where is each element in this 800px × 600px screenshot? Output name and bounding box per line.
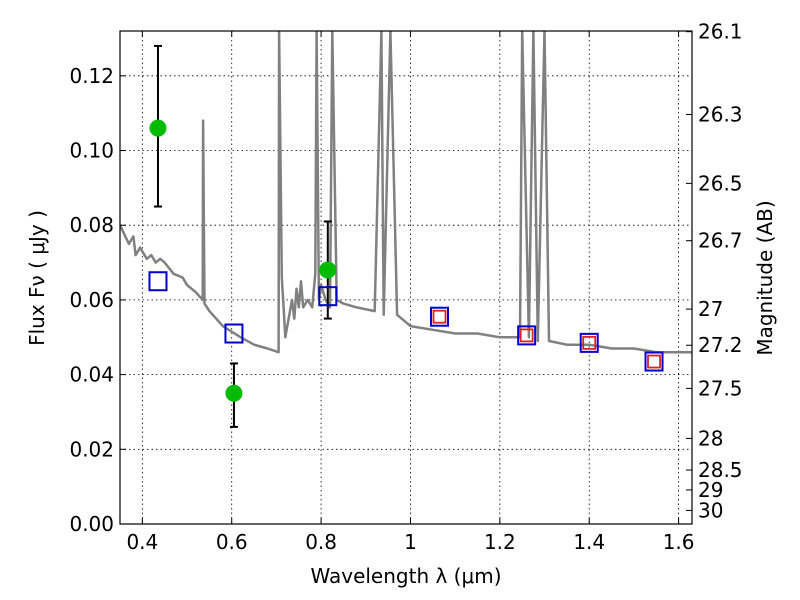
- y-tick-label: 0.08: [69, 213, 114, 237]
- model-band-flux-square: [148, 271, 168, 292]
- y-tick-label: 0.10: [69, 139, 114, 163]
- observed-flux-point: [149, 119, 167, 137]
- mag-tick-label: 28.5: [698, 458, 743, 482]
- tick-labels: 0.4 0.6 0.8 1 1.2 1.4 1.6 0.00 0.02 0.04 0.06 0.08 0…: [69, 20, 742, 554]
- x-tick-label: 1: [404, 530, 417, 554]
- y-tick-label: 0.12: [69, 64, 114, 88]
- mag-tick-label: 26.3: [698, 102, 743, 126]
- model-band-flux-square: [517, 325, 537, 346]
- mag-tick-label: 26.7: [698, 229, 743, 253]
- nir-band-flux-square: [432, 309, 447, 324]
- x-tick-label: 0.8: [305, 530, 337, 554]
- y-tick-label: 0.06: [69, 288, 114, 312]
- model-spectrum-line: [120, 31, 692, 354]
- markers-layer: [148, 44, 664, 428]
- x-axis-label: Wavelength λ (μm): [310, 564, 501, 588]
- mag-tick-label: 29: [698, 478, 723, 502]
- mag-tick-label: 27.2: [698, 333, 743, 357]
- grid-lines: [120, 31, 692, 525]
- model-band-flux-square: [318, 286, 338, 307]
- nir-band-flux-square: [519, 328, 534, 343]
- x-tick-label: 0.6: [216, 530, 248, 554]
- plot-frame: [119, 30, 693, 525]
- model-band-flux-square: [224, 323, 244, 344]
- model-band-flux-square: [430, 306, 450, 327]
- model-band-flux-square: [644, 351, 664, 372]
- y-tick-label: 0.02: [69, 437, 114, 461]
- mag-tick-label: 27.5: [698, 376, 743, 400]
- mag-tick-label: 28: [698, 426, 723, 450]
- nir-band-flux-square: [582, 335, 597, 350]
- x-tick-label: 1.4: [573, 530, 605, 554]
- mag-tick-label: 30: [698, 498, 723, 522]
- y-axis-label: Flux Fν ( μJy ): [25, 210, 49, 346]
- model-band-flux-square: [579, 332, 599, 353]
- mag-tick-label: 26.5: [698, 171, 743, 195]
- x-tick-label: 1.2: [484, 530, 516, 554]
- x-tick-label: 0.4: [126, 530, 158, 554]
- y2-axis-label: Magnitude (AB): [753, 200, 777, 355]
- model-spectrum-layer: [120, 31, 692, 354]
- mag-tick-label: 27: [698, 297, 723, 321]
- x-tick-label: 1.6: [663, 530, 695, 554]
- tick-marks: [120, 31, 692, 525]
- y-tick-label: 0.04: [69, 363, 114, 387]
- nir-band-flux-square: [647, 354, 661, 369]
- observed-flux-point: [319, 261, 337, 279]
- mag-tick-label: 26.1: [698, 20, 743, 44]
- observed-flux-point: [225, 384, 243, 402]
- y-tick-label: 0.00: [69, 512, 114, 536]
